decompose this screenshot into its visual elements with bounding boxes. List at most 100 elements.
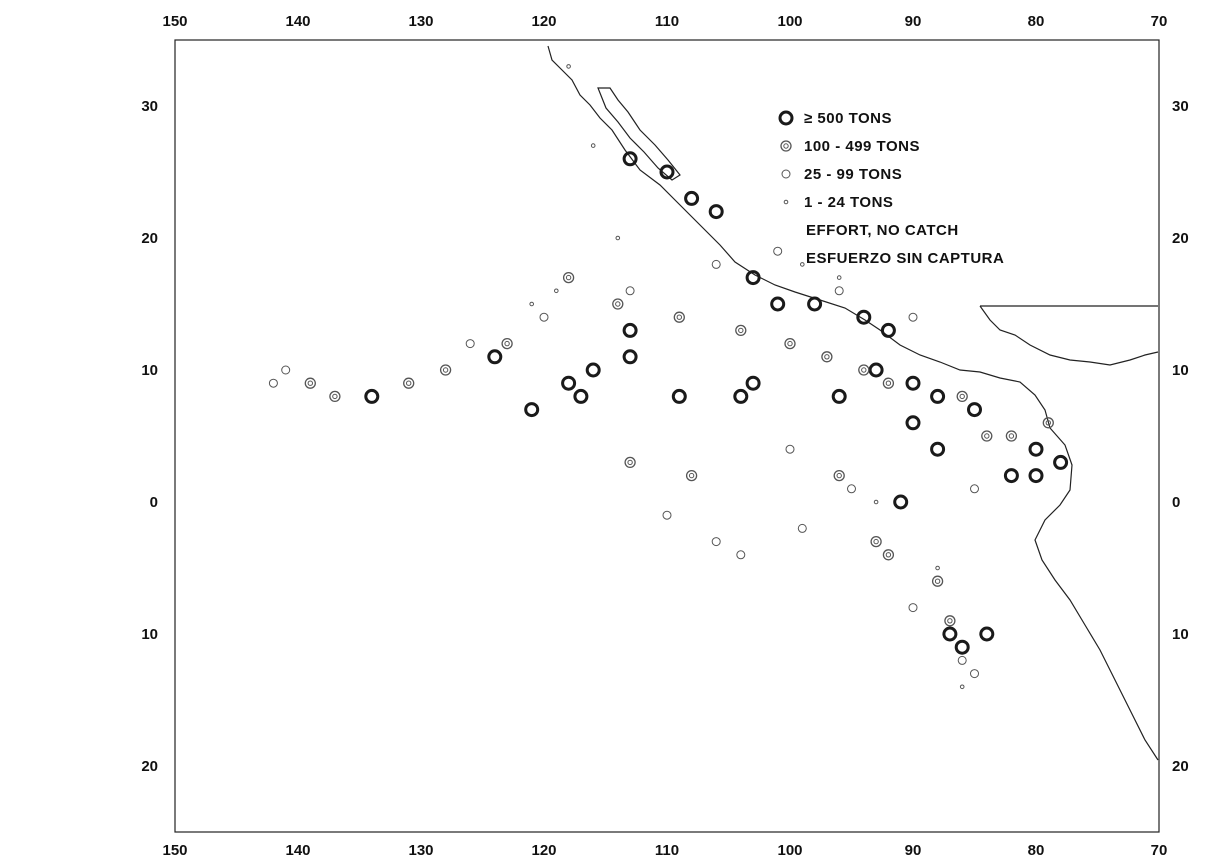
catch-symbol <box>671 388 687 404</box>
x-tick-label-top: 70 <box>1151 13 1168 30</box>
catch-symbol <box>268 378 278 388</box>
legend-symbol <box>778 110 794 126</box>
x-tick-label-top: 130 <box>408 13 433 30</box>
x-tick-label-bottom: 70 <box>1151 842 1168 859</box>
catch-symbol <box>800 262 805 267</box>
y-tick-label-right: 10 <box>1172 362 1189 379</box>
catch-symbol <box>970 669 979 679</box>
catch-symbol <box>585 362 601 378</box>
catch-symbol <box>554 288 559 294</box>
catch-symbol <box>708 204 724 220</box>
catch-symbol <box>930 388 946 404</box>
catch-symbol <box>562 271 575 284</box>
catch-symbol <box>956 390 968 403</box>
catch-symbol <box>439 364 452 376</box>
legend-label: EFFORT, NO CATCH <box>806 222 959 239</box>
catch-symbol <box>1003 468 1019 484</box>
y-tick-label-left: 20 <box>141 230 158 247</box>
catch-symbol <box>711 259 721 269</box>
catch-symbol <box>1028 441 1044 457</box>
legend-symbol <box>783 199 789 205</box>
catch-symbol <box>487 349 503 365</box>
legend: ≥ 500 TONS 100 - 499 TONS 25 - 99 TONS 1 - … <box>778 110 1004 267</box>
catch-symbol <box>967 402 982 418</box>
catch-symbol <box>908 603 918 613</box>
catch-symbol <box>329 390 341 403</box>
y-axis-left: 30 20 10 0 10 20 <box>141 98 158 775</box>
catch-symbol <box>847 484 856 494</box>
catch-symbol <box>561 375 577 391</box>
x-tick-label-top: 150 <box>162 13 187 30</box>
catch-symbol <box>797 523 807 533</box>
y-tick-label-left: 20 <box>141 758 158 775</box>
catch-symbol <box>733 388 749 404</box>
y-tick-label-left: 10 <box>141 626 158 643</box>
catch-symbol <box>981 430 993 442</box>
catch-symbol <box>905 375 921 391</box>
catch-symbol <box>930 441 946 457</box>
catch-symbol <box>821 351 833 363</box>
x-tick-label-top: 110 <box>655 13 679 30</box>
catch-symbol <box>880 322 896 338</box>
catch-symbol <box>931 575 944 587</box>
catch-symbol <box>834 286 844 296</box>
x-axis-bottom: 150 140 130 120 110 100 90 80 70 <box>162 842 1167 859</box>
x-axis-top: 150 140 130 120 110 100 90 80 70 <box>162 13 1167 30</box>
catch-symbol <box>893 494 909 510</box>
catch-symbol <box>304 377 316 389</box>
catch-symbol <box>624 456 636 469</box>
x-tick-label-bottom: 100 <box>777 842 802 859</box>
catch-symbol <box>870 535 882 548</box>
x-tick-label-bottom: 110 <box>655 842 679 859</box>
catch-symbol <box>281 365 291 375</box>
catch-symbol <box>882 549 895 561</box>
catch-symbol <box>736 550 746 560</box>
catch-symbol <box>1053 454 1069 470</box>
catch-symbol <box>403 377 415 389</box>
catch-symbol <box>833 469 845 482</box>
legend-label: ESFUERZO SIN CAPTURA <box>806 250 1004 267</box>
y-tick-label-left: 0 <box>150 494 158 511</box>
catch-symbols <box>268 64 1069 690</box>
x-tick-label-top: 80 <box>1028 13 1045 30</box>
catch-symbol <box>836 275 842 280</box>
legend-label: 100 - 499 TONS <box>804 138 920 155</box>
catch-symbol <box>745 375 761 391</box>
catch-symbol <box>745 270 761 286</box>
x-tick-label-bottom: 130 <box>408 842 433 859</box>
catch-symbol <box>566 64 571 69</box>
y-tick-label-right: 30 <box>1172 98 1189 115</box>
catch-symbol <box>711 537 721 547</box>
catch-symbol <box>1042 417 1054 429</box>
catch-symbol <box>957 655 967 665</box>
y-tick-label-right: 10 <box>1172 626 1189 643</box>
catch-symbol <box>858 364 870 376</box>
x-tick-label-bottom: 140 <box>285 842 310 859</box>
catch-symbol <box>364 388 380 404</box>
catch-symbol <box>979 626 995 642</box>
catch-symbol <box>573 388 589 404</box>
catch-symbol <box>612 298 624 310</box>
x-tick-label-bottom: 120 <box>531 842 556 859</box>
catch-symbol <box>685 469 698 482</box>
coastline <box>547 45 1159 761</box>
y-tick-label-left: 30 <box>141 98 158 115</box>
catch-symbol <box>784 337 796 350</box>
y-tick-label-left: 10 <box>141 362 158 379</box>
catch-symbol <box>735 324 747 337</box>
legend-label: ≥ 500 TONS <box>804 110 892 127</box>
catch-symbol <box>773 246 783 256</box>
legend-symbol <box>781 169 791 179</box>
catch-symbol <box>615 235 621 241</box>
x-tick-label-top: 140 <box>285 13 310 30</box>
catch-symbol <box>942 626 958 642</box>
catch-symbol <box>882 377 895 389</box>
catch-symbol <box>785 444 795 454</box>
catch-symbol <box>935 565 940 571</box>
catch-symbol <box>868 362 884 378</box>
legend-symbol <box>780 140 792 152</box>
y-axis-right: 30 20 10 0 10 20 <box>1172 98 1189 775</box>
catch-symbol <box>622 322 638 338</box>
catch-symbol <box>625 286 635 296</box>
catch-symbol <box>1028 468 1044 484</box>
